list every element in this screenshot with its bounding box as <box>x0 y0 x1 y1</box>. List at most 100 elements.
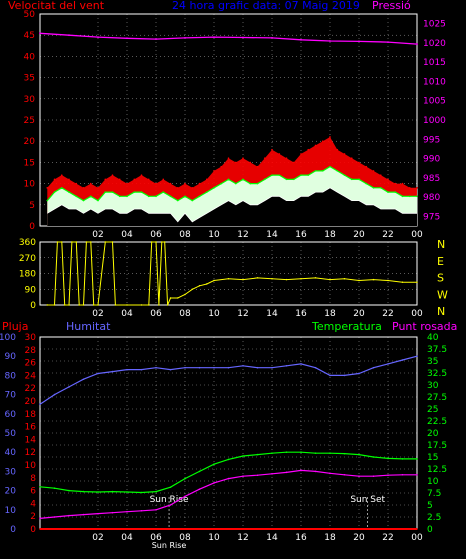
dewpoint-point <box>82 513 85 516</box>
wind-average-point <box>111 191 114 193</box>
humidity-point <box>184 366 186 369</box>
x-tick-label: 22 <box>382 309 393 319</box>
sun-marker-label: Sun Rise <box>150 495 189 505</box>
wind-average-point <box>133 191 136 193</box>
x-tick-label: 18 <box>324 309 336 319</box>
humidity-point <box>111 370 114 373</box>
wind-average-point <box>387 191 389 193</box>
humidity-point <box>140 368 143 371</box>
rain-tick: 0 <box>30 525 36 535</box>
temperature-point <box>227 458 230 461</box>
temperature-line <box>39 451 417 494</box>
wind-direction-point <box>155 241 157 243</box>
wind-average-point <box>104 191 107 193</box>
x-tick-label: 08 <box>179 533 191 543</box>
wind-gust-point <box>53 178 56 181</box>
wind-direction-point <box>164 241 166 243</box>
humidity-point <box>358 372 360 375</box>
wind-gust-point <box>191 187 194 189</box>
temperature-tick: 27.5 <box>427 393 447 403</box>
wind-direction-point <box>158 304 160 306</box>
dewpoint-point <box>126 510 128 513</box>
wind-gust-point <box>285 157 288 159</box>
wind-gust-point <box>220 165 223 168</box>
wind-average-point <box>358 178 360 181</box>
dewpoint-point <box>198 488 201 490</box>
wind-direction-point <box>401 281 404 283</box>
temperature-label: Temperatura <box>311 320 382 333</box>
wind-gust-point <box>329 136 331 138</box>
wind-average-point <box>242 178 244 181</box>
temperature-point <box>184 477 186 480</box>
rain-tick: 28 <box>25 346 37 356</box>
wind-gust-point <box>89 182 92 185</box>
humidity-point <box>169 368 172 371</box>
wind-gust-point <box>379 174 382 176</box>
temperature-point <box>155 490 157 493</box>
humidity-point <box>314 366 317 369</box>
temperature-point <box>68 489 70 492</box>
humidity-point <box>155 366 157 369</box>
wind-direction-point <box>300 278 302 280</box>
x-tick-label: 00 <box>411 533 423 543</box>
wind-direction-point <box>184 293 186 296</box>
wind-direction-point <box>314 277 317 279</box>
direction-tick: 90 <box>25 285 37 295</box>
wind-average-point <box>68 191 70 193</box>
wind-direction-point <box>104 241 106 243</box>
rain-tick: 20 <box>25 397 37 407</box>
x-tick-label: 22 <box>382 533 393 543</box>
humidity-point <box>53 393 56 396</box>
wind-average-point <box>147 195 150 198</box>
x-tick-label: 02 <box>92 533 103 543</box>
temperature-point <box>242 455 244 457</box>
wind-gust-point <box>314 144 317 147</box>
temperature-tick: 7.5 <box>427 489 441 499</box>
wind-gust-point <box>408 187 411 189</box>
wind-direction-point <box>285 278 288 281</box>
wind-gust-point <box>213 170 215 172</box>
temperature-point <box>329 452 331 454</box>
pressure-tick: 1010 <box>423 77 446 87</box>
wind-average-point <box>118 195 121 198</box>
wind-direction-point <box>63 304 66 306</box>
wind-speed-tick: 50 <box>24 10 36 20</box>
wind-gust-point <box>350 157 353 159</box>
wind-average-point <box>213 187 215 189</box>
x-tick-label: 10 <box>208 533 220 543</box>
wind-direction-point <box>358 279 360 282</box>
x-tick-label: 00 <box>411 230 423 240</box>
wind-gust-point <box>75 182 78 185</box>
wind-gust-point <box>176 187 179 189</box>
humidity-point <box>213 366 215 369</box>
pressure-tick: 990 <box>423 155 440 165</box>
wind-direction-point <box>271 278 273 280</box>
x-tick-label: 10 <box>208 309 220 319</box>
wind-gust-point <box>234 161 237 164</box>
wind-average-point <box>300 174 302 176</box>
wind-speed-tick: 5 <box>29 201 35 211</box>
pressure-point <box>358 40 360 43</box>
x-tick-label: 08 <box>179 230 191 240</box>
wind-average-point <box>227 178 230 181</box>
rain-tick: 10 <box>25 461 37 471</box>
wind-direction-point <box>206 283 208 285</box>
x-tick-label: 14 <box>266 309 278 319</box>
wind-average-point <box>169 195 172 198</box>
wind-average-point <box>372 187 375 189</box>
wind-direction-point <box>61 241 63 243</box>
wind-gust-point <box>321 140 324 142</box>
wind-average-point <box>408 195 411 198</box>
sun-rise-axis-label: Sun Rise <box>152 541 187 550</box>
rain-tick: 22 <box>25 384 36 394</box>
wind-gust-point <box>104 178 107 181</box>
pressure-point <box>155 38 157 40</box>
wind-speed-tick: 45 <box>24 31 35 41</box>
wind-average-point <box>314 170 317 172</box>
wind-gust-point <box>271 148 273 151</box>
data-series <box>39 32 418 530</box>
wind-average-point <box>256 182 259 185</box>
wind-direction-point <box>416 281 418 283</box>
temperature-tick: 10 <box>427 477 439 487</box>
direction-tick: 360 <box>19 238 36 248</box>
